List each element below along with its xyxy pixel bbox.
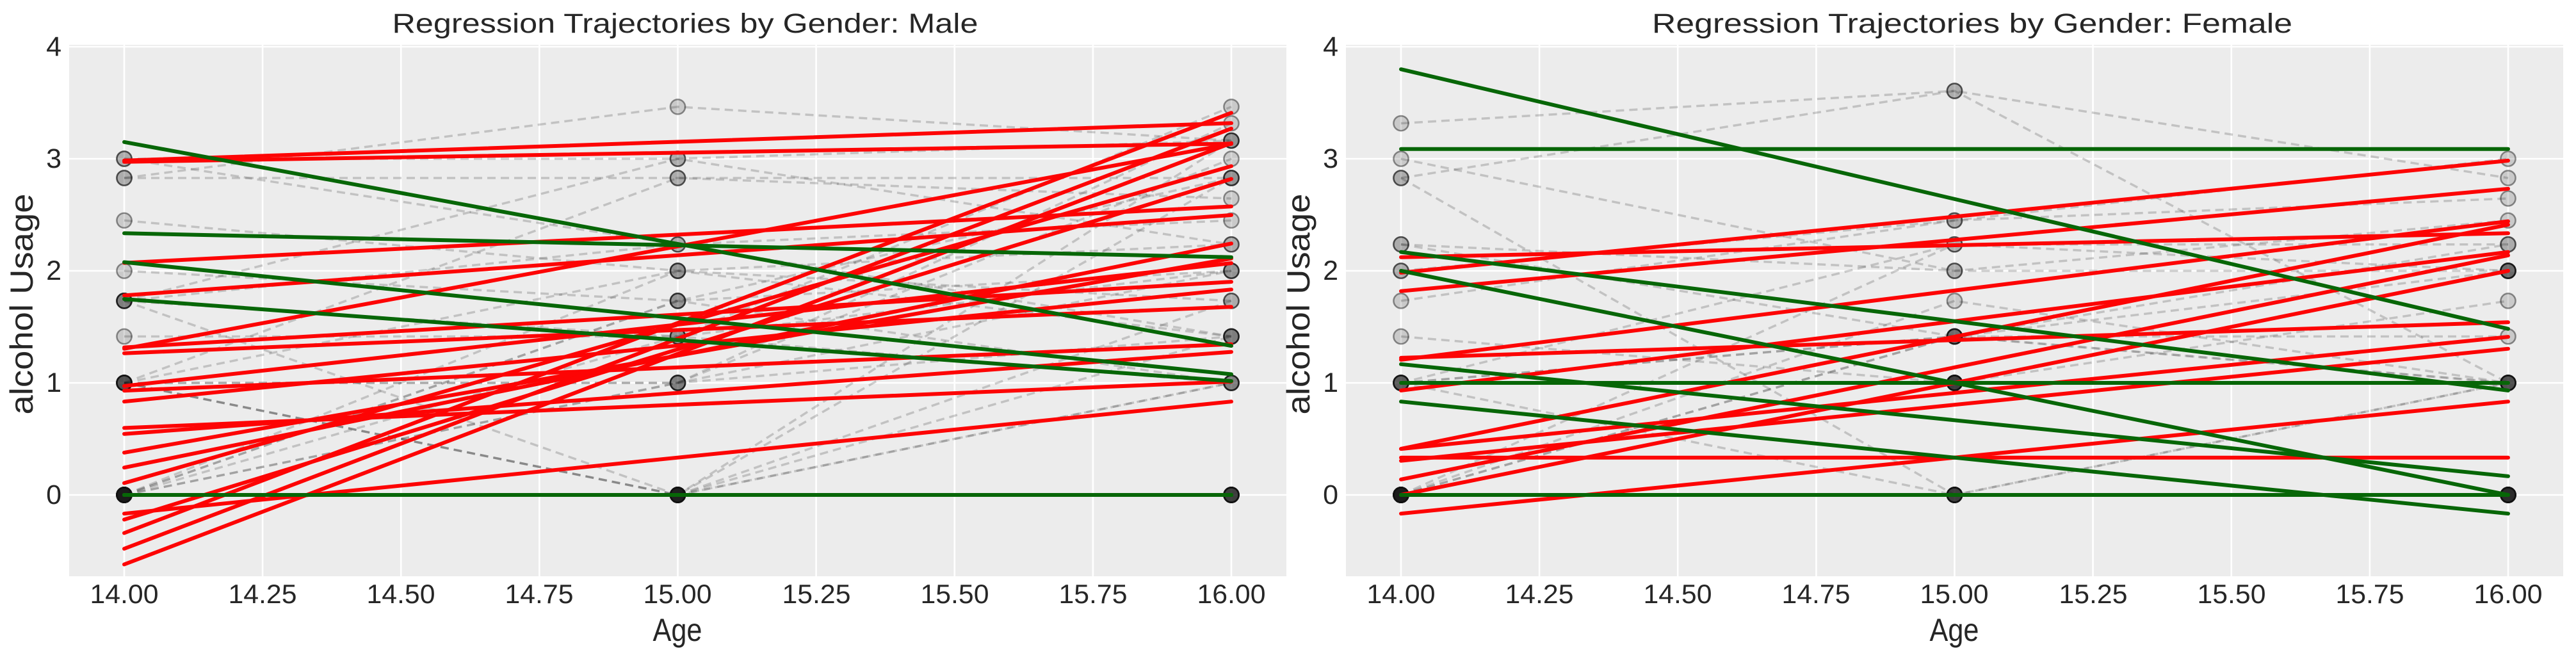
svg-text:15.50: 15.50 [921,579,989,609]
svg-text:16.00: 16.00 [2474,579,2543,609]
svg-text:14.75: 14.75 [1782,579,1851,609]
svg-text:0: 0 [46,480,61,510]
svg-text:14.25: 14.25 [1505,579,1574,609]
svg-text:2: 2 [1323,255,1338,286]
svg-text:14.00: 14.00 [1367,579,1436,609]
svg-text:0: 0 [1323,480,1338,510]
svg-text:14.50: 14.50 [1644,579,1712,609]
svg-text:Regression Trajectories by Gen: Regression Trajectories by Gender: Male [393,8,978,39]
svg-text:15.75: 15.75 [1059,579,1128,609]
svg-text:alcohol Usage: alcohol Usage [1281,194,1316,415]
svg-text:Regression Trajectories by Gen: Regression Trajectories by Gender: Femal… [1652,8,2292,39]
svg-text:1: 1 [1323,368,1338,398]
svg-text:14.75: 14.75 [505,579,574,609]
svg-text:15.00: 15.00 [644,579,712,609]
svg-text:15.25: 15.25 [2059,579,2128,609]
svg-text:14.25: 14.25 [229,579,297,609]
svg-text:15.00: 15.00 [1920,579,1989,609]
svg-text:14.50: 14.50 [367,579,435,609]
svg-text:16.00: 16.00 [1197,579,1266,609]
svg-text:14.00: 14.00 [90,579,159,609]
svg-text:Age: Age [653,612,702,648]
svg-text:3: 3 [46,143,61,174]
svg-text:2: 2 [46,255,61,286]
svg-text:1: 1 [46,368,61,398]
svg-text:3: 3 [1323,143,1338,174]
svg-text:Age: Age [1930,612,1979,648]
svg-text:alcohol Usage: alcohol Usage [4,194,40,415]
svg-text:4: 4 [46,31,61,62]
svg-text:15.50: 15.50 [2198,579,2266,609]
svg-text:15.75: 15.75 [2336,579,2404,609]
svg-text:15.25: 15.25 [782,579,851,609]
svg-text:4: 4 [1323,31,1338,62]
